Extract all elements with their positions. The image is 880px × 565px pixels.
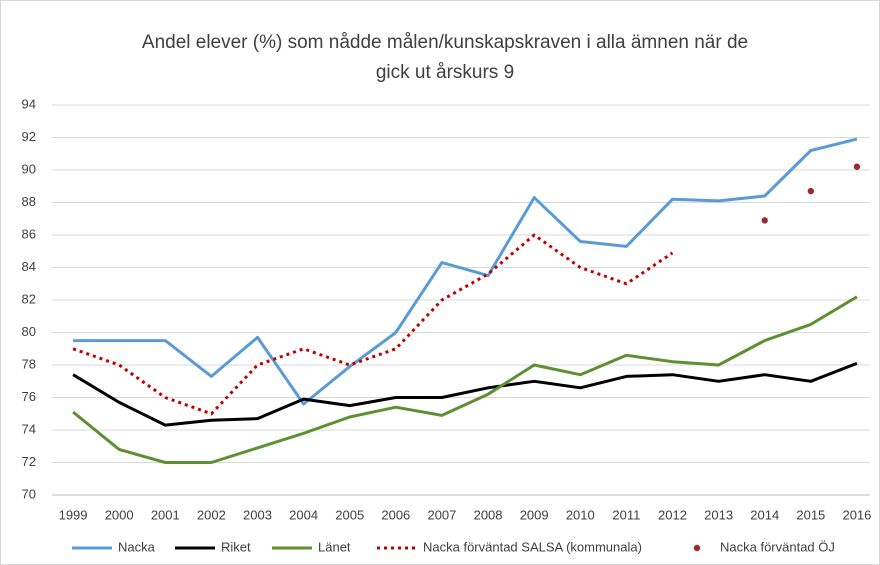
y-tick-label: 80 <box>22 324 36 339</box>
y-tick-label: 92 <box>22 129 36 144</box>
legend-label: Länet <box>318 539 351 554</box>
x-tick-label: 2015 <box>796 507 825 522</box>
y-tick-label: 70 <box>22 486 36 501</box>
marker <box>853 163 861 170</box>
y-tick-label: 76 <box>22 389 36 404</box>
x-tick-label: 2005 <box>335 507 364 522</box>
x-tick-label: 2002 <box>197 507 226 522</box>
x-tick-label: 2004 <box>289 507 318 522</box>
x-tick-label: 2007 <box>427 507 456 522</box>
chart-title: Andel elever (%) som nådde målen/kunskap… <box>142 32 748 53</box>
x-tick-label: 2012 <box>658 507 687 522</box>
y-tick-label: 72 <box>22 454 36 469</box>
legend-label: Nacka <box>118 539 156 554</box>
series-line <box>72 295 858 464</box>
x-tick-label: 2010 <box>566 507 595 522</box>
marker <box>761 217 768 224</box>
series-line <box>73 137 858 406</box>
x-tick-label: 2008 <box>474 507 503 522</box>
legend-label: Nacka förväntad SALSA (kommunala) <box>423 539 642 554</box>
series-line <box>72 233 674 416</box>
x-tick-label: 1999 <box>59 507 88 522</box>
x-tick-label: 2014 <box>750 507 779 522</box>
legend-label: Riket <box>221 539 251 554</box>
y-tick-label: 90 <box>22 161 36 176</box>
y-tick-label: 86 <box>22 226 36 241</box>
y-tick-label: 78 <box>22 356 36 371</box>
y-tick-label: 74 <box>22 421 36 436</box>
x-tick-label: 2013 <box>704 507 733 522</box>
y-tick-label: 88 <box>22 194 36 209</box>
y-tick-label: 84 <box>22 259 36 274</box>
x-tick-label: 2003 <box>243 507 272 522</box>
x-tick-label: 2011 <box>612 507 640 522</box>
x-tick-label: 2000 <box>105 507 134 522</box>
x-tick-label: 2006 <box>381 507 410 522</box>
x-tick-label: 2001 <box>151 507 180 522</box>
chart-title: gick ut årskurs 9 <box>376 62 514 83</box>
series-line <box>72 362 858 427</box>
x-tick-label: 2016 <box>842 507 871 522</box>
y-tick-label: 82 <box>22 291 36 306</box>
y-tick-label: 94 <box>22 96 36 111</box>
x-tick-label: 2009 <box>520 507 549 522</box>
legend-label: Nacka förväntad ÖJ <box>720 539 835 554</box>
legend-marker <box>693 544 701 552</box>
marker <box>807 187 815 195</box>
